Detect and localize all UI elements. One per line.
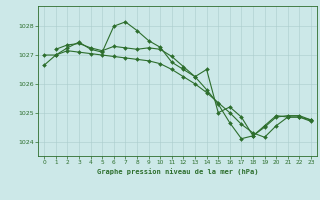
X-axis label: Graphe pression niveau de la mer (hPa): Graphe pression niveau de la mer (hPa) [97,168,258,175]
